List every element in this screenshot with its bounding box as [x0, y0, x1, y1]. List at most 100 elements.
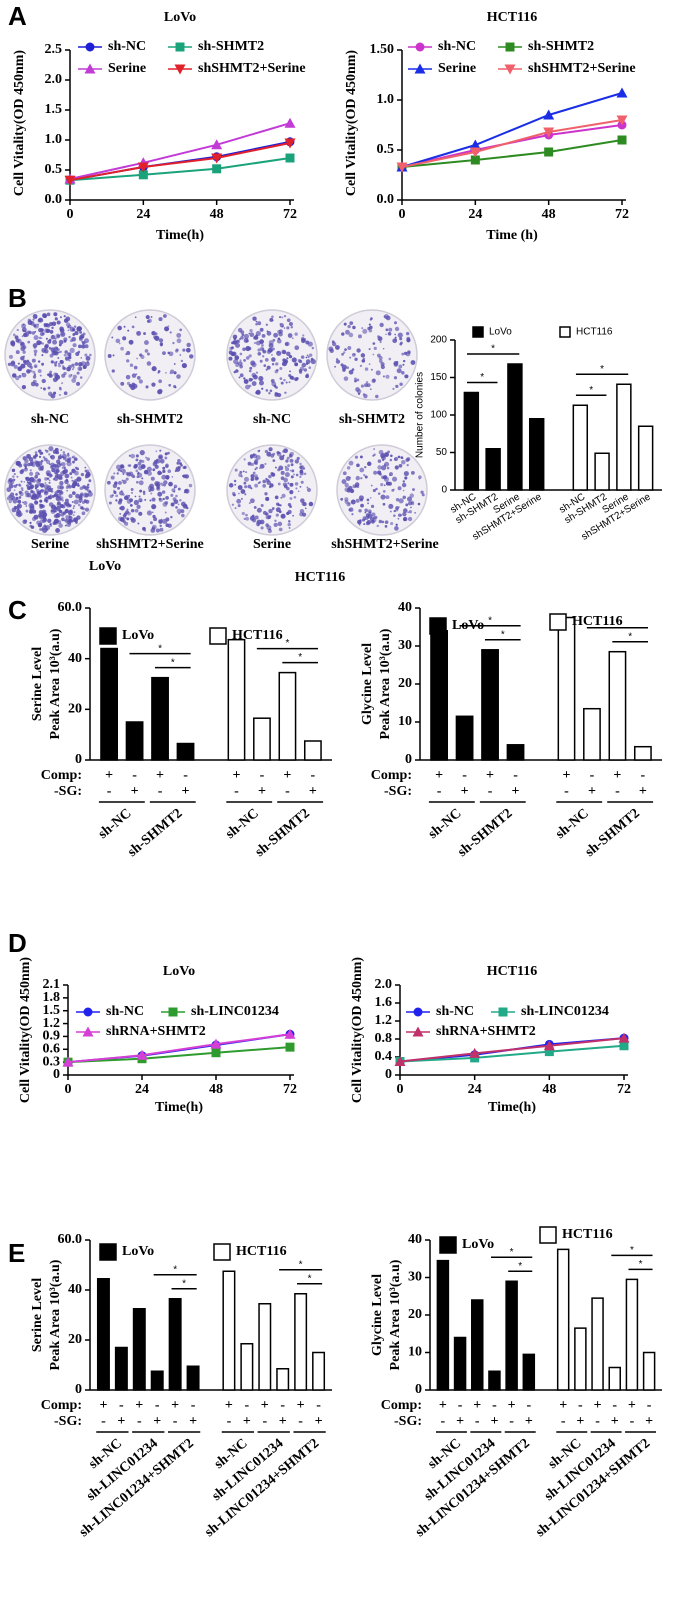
- bar: [132, 1308, 146, 1391]
- y-axis-label: Serine Level: [30, 1278, 45, 1352]
- y-tick-label: 0: [75, 752, 82, 767]
- row-value: -: [132, 768, 137, 783]
- colony: [276, 451, 280, 455]
- colony: [249, 366, 253, 370]
- colony: [86, 471, 91, 476]
- colony: [342, 351, 346, 354]
- colony: [150, 476, 155, 481]
- colony: [373, 448, 376, 450]
- y-tick-label: 1.5: [43, 1003, 61, 1018]
- bar: [574, 1327, 587, 1391]
- colony: [179, 354, 182, 356]
- colony: [68, 504, 72, 508]
- colony: [84, 507, 90, 512]
- x-tick-label: 72: [283, 1082, 297, 1097]
- colony: [177, 465, 181, 470]
- colony: [67, 454, 70, 457]
- colony: [349, 356, 352, 359]
- colony: [38, 466, 43, 471]
- colony: [298, 368, 303, 373]
- colony: [279, 322, 282, 325]
- colony: [379, 322, 384, 328]
- group-label: sh-NC: [426, 806, 465, 842]
- colony: [69, 339, 73, 343]
- colony: [235, 342, 241, 348]
- bar: [276, 1368, 290, 1391]
- colony: [57, 485, 62, 490]
- y-tick-label: 10: [408, 1345, 422, 1360]
- colony: [111, 494, 114, 497]
- colony: [113, 490, 117, 495]
- row-value: +: [628, 1398, 636, 1413]
- colony: [48, 481, 51, 484]
- colony: [50, 393, 56, 399]
- colony: [43, 498, 48, 503]
- colony-plate: [226, 444, 318, 536]
- colony: [44, 449, 47, 452]
- colony: [387, 450, 390, 454]
- colony: [39, 374, 42, 377]
- colony: [63, 315, 66, 318]
- colony: [63, 391, 68, 396]
- row-value: +: [525, 1414, 533, 1429]
- colony: [150, 528, 156, 533]
- colony: [277, 337, 281, 341]
- colony: [389, 510, 392, 513]
- significance-label: *: [491, 344, 495, 355]
- colony: [370, 484, 373, 487]
- colony: [16, 328, 19, 332]
- legend-label: shSHMT2+Serine: [528, 61, 636, 76]
- colony: [87, 489, 91, 493]
- x-axis-label: Time(h): [488, 1100, 536, 1115]
- colony: [42, 456, 46, 459]
- colony: [385, 333, 387, 336]
- colony: [299, 475, 302, 478]
- colony: [27, 340, 31, 344]
- colony: [41, 332, 45, 336]
- legend-swatch: [439, 1236, 457, 1254]
- row-value: -: [227, 1414, 232, 1429]
- data-point: [469, 147, 481, 158]
- series-line: [69, 142, 291, 182]
- colony: [407, 516, 413, 522]
- colony: [53, 312, 58, 317]
- row-value: -: [630, 1414, 635, 1429]
- colony: [256, 477, 259, 480]
- colony: [170, 493, 174, 497]
- colony: [158, 388, 163, 394]
- colony: [268, 474, 272, 479]
- y-tick-label: 0: [441, 485, 447, 496]
- colony: [189, 354, 194, 359]
- colony: [271, 315, 274, 318]
- colony: [26, 362, 32, 368]
- bar: [485, 448, 501, 491]
- colony: [82, 365, 86, 369]
- colony: [260, 504, 264, 508]
- colony: [409, 493, 415, 498]
- colony: [184, 488, 190, 494]
- colony: [241, 511, 245, 516]
- colony: [88, 353, 92, 357]
- colony: [244, 485, 248, 489]
- colony: [34, 354, 37, 357]
- colony: [262, 483, 267, 488]
- colony: [411, 470, 415, 475]
- colony: [131, 382, 136, 387]
- colony: [164, 452, 168, 456]
- colony: [13, 364, 18, 369]
- colony: [71, 456, 74, 459]
- colony: [351, 352, 356, 357]
- colony: [233, 370, 237, 374]
- colony: [53, 391, 57, 395]
- colony: [268, 447, 273, 452]
- colony: [360, 477, 363, 480]
- colony: [151, 497, 156, 502]
- row-value: -: [462, 768, 467, 783]
- colony: [34, 500, 39, 505]
- colony: [274, 495, 279, 500]
- colony: [37, 449, 41, 453]
- colony: [255, 455, 261, 461]
- colony: [247, 461, 252, 466]
- y-tick-label: 0: [385, 1067, 392, 1082]
- colony: [55, 333, 61, 339]
